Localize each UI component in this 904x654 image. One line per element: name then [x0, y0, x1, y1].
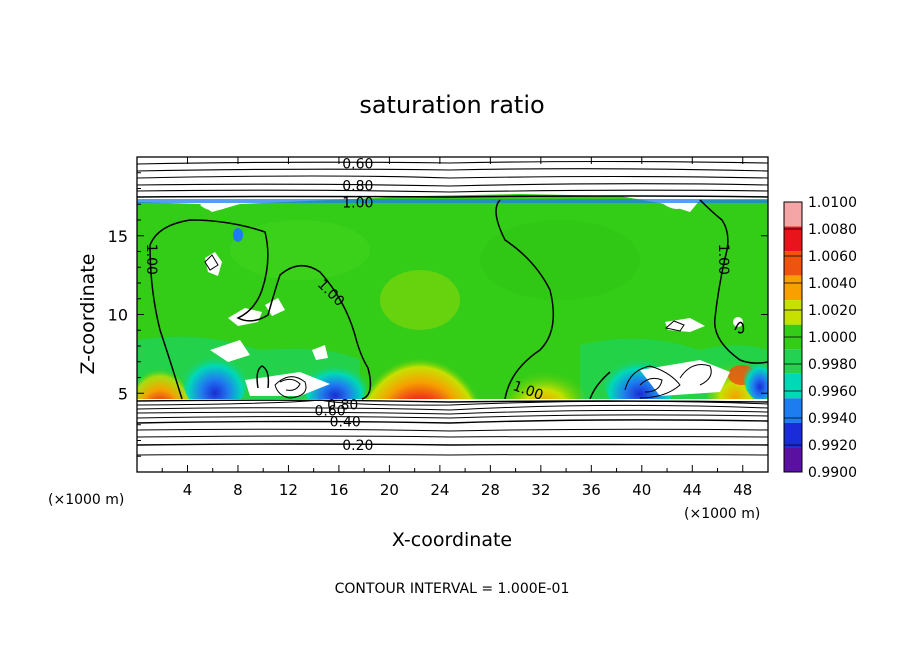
contour-label-text: 0.60	[342, 156, 373, 172]
field-shade-1	[230, 220, 370, 280]
colorbar-label: 0.9960	[808, 384, 857, 400]
colorbar-label: 1.0020	[808, 303, 857, 319]
x-unit-left: (×1000 m)	[48, 492, 124, 508]
field-shade-2	[480, 220, 640, 300]
contour-label: 0.80	[327, 397, 358, 413]
y-tick-label: 15	[108, 227, 128, 246]
colorbar-label: 1.0100	[808, 195, 857, 211]
chart-title: saturation ratio	[359, 91, 544, 119]
colorbar-swatch	[784, 251, 802, 276]
contour-label-text: 0.40	[330, 415, 361, 431]
contour-interval-note: CONTOUR INTERVAL = 1.000E-01	[335, 581, 570, 597]
x-unit-right: (×1000 m)	[684, 506, 760, 522]
cool-zone-2	[303, 359, 367, 411]
contour-label: 0.20	[342, 438, 373, 454]
x-tick-label: 48	[733, 481, 752, 499]
colorbar-label: 1.0000	[808, 330, 857, 346]
contour-label-text: 0.60	[315, 404, 346, 420]
lower-contours	[137, 399, 768, 456]
colorbar: 1.0100 1.0080 1.0060 1.0040 1.0020 1.0000 0.99…	[783, 195, 857, 481]
colorbar-swatch	[784, 373, 802, 399]
contour-label: 1.00	[715, 244, 731, 275]
dry-patch-3	[265, 298, 285, 316]
colorbar-swatch	[784, 275, 802, 301]
x-tick-label: 20	[380, 481, 399, 499]
colorbar-label: 0.9980	[808, 357, 857, 373]
x-tick-label: 44	[683, 481, 702, 499]
colorbar-swatch	[784, 300, 802, 325]
field-shade-3	[380, 270, 460, 330]
x-tick-label: 36	[582, 481, 601, 499]
cool-spot-top	[233, 228, 243, 242]
contour-label-text: 0.80	[327, 397, 358, 413]
contour-label-text: 1.00	[715, 244, 731, 275]
upper-contours	[137, 160, 768, 198]
x-tick-label: 32	[531, 481, 550, 499]
colorbar-label: 1.0080	[808, 222, 857, 238]
x-tick-label: 40	[632, 481, 651, 499]
y-tick-label: 10	[108, 306, 128, 325]
cool-zone-4	[744, 356, 768, 400]
contour-label-text: 0.20	[342, 438, 373, 454]
colorbar-swatch	[784, 398, 802, 423]
contour-label: 0.60	[342, 156, 373, 172]
colorbar-label: 0.9920	[808, 438, 857, 454]
colorbar-label: 0.9940	[808, 411, 857, 427]
x-tick-label: 28	[481, 481, 500, 499]
unity-contours	[149, 199, 768, 400]
dry-patch-2	[228, 308, 262, 326]
contour-label-text: 0.80	[342, 178, 373, 194]
contour-label: 0.40	[330, 415, 361, 431]
colorbar-swatch	[784, 226, 802, 252]
colorbar-label: 1.0060	[808, 249, 857, 265]
x-tick-label: 12	[279, 481, 298, 499]
y-tick-label: 5	[118, 384, 128, 403]
x-axis: 4 8 12 16 20 24 28 32 36 40 44 48	[161, 157, 752, 499]
contour-label-text: 1.00	[143, 244, 159, 275]
cool-zone-1	[183, 348, 247, 412]
plot-area: 0.600.801.001.001.001.001.000.800.600.40…	[137, 156, 768, 472]
colorbar-swatch	[784, 422, 802, 448]
cloud-top-dip	[200, 205, 232, 211]
colorbar-label: 1.0040	[808, 276, 857, 292]
contour-label: 1.00	[143, 244, 159, 275]
subcloud-layer	[137, 399, 768, 472]
cloud-top-dip-right	[662, 203, 690, 209]
dry-patch-4	[210, 340, 250, 362]
dry-patch-8	[640, 360, 730, 396]
contour-label: 1.00	[342, 196, 373, 212]
x-tick-label: 4	[183, 481, 193, 499]
dry-patch-7	[245, 372, 330, 396]
base-contours	[204, 254, 712, 399]
dry-patch-9	[733, 317, 743, 327]
y-axis: 5 10 15	[108, 172, 768, 457]
contour-label: 0.60	[315, 404, 346, 420]
x-axis-label: X-coordinate	[392, 529, 512, 551]
contour-label-text: 1.00	[342, 196, 373, 212]
x-tick-label: 16	[329, 481, 348, 499]
colorbar-label: 0.9900	[808, 465, 857, 481]
y-axis-label: Z-coordinate	[77, 254, 99, 375]
colorbar-swatch	[784, 202, 802, 227]
x-tick-label: 24	[430, 481, 449, 499]
contour-label: 0.80	[342, 178, 373, 194]
colorbar-swatch	[784, 349, 802, 374]
dry-patch-5	[312, 345, 328, 360]
colorbar-swatch	[784, 447, 802, 472]
x-tick-label: 8	[233, 481, 243, 499]
cloud-top-edge	[137, 199, 768, 203]
